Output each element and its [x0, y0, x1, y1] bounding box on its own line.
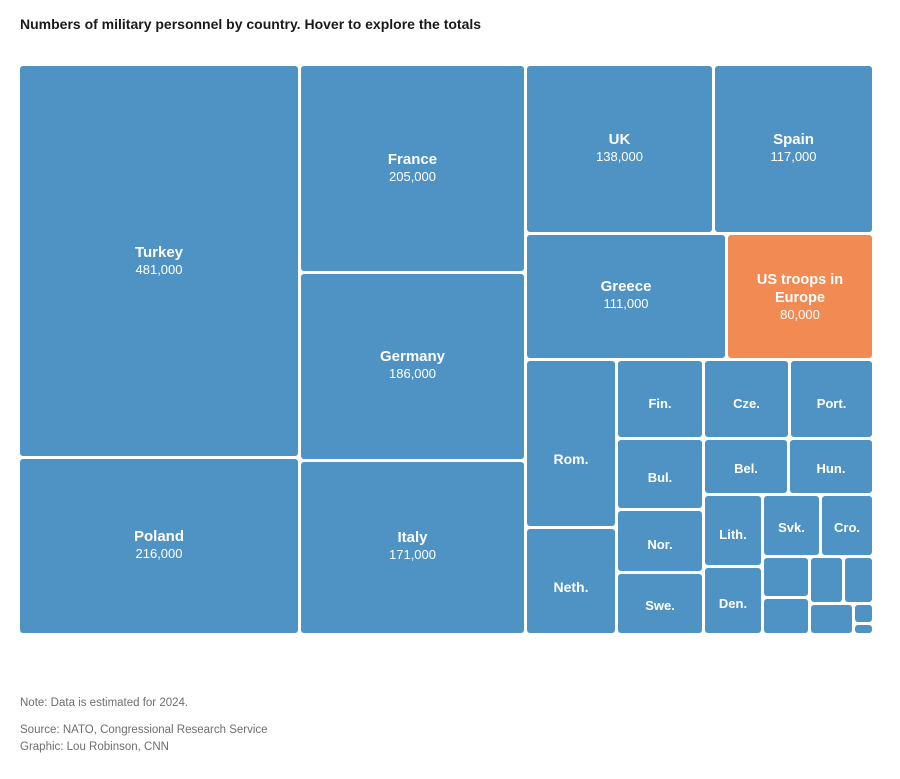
treemap-tile[interactable]	[791, 361, 872, 437]
treemap-tile[interactable]	[822, 496, 872, 555]
treemap-tile[interactable]	[618, 574, 702, 633]
treemap-tile[interactable]	[811, 605, 852, 633]
treemap-tile[interactable]	[855, 605, 872, 622]
treemap-tile[interactable]	[728, 235, 872, 358]
treemap-tile[interactable]	[855, 625, 872, 633]
treemap-tile[interactable]	[790, 440, 872, 493]
treemap-tile[interactable]	[527, 529, 615, 633]
treemap-tile[interactable]	[705, 568, 761, 633]
treemap-tile[interactable]	[527, 235, 725, 358]
treemap-tile[interactable]	[301, 462, 524, 633]
treemap-tile[interactable]	[527, 66, 712, 232]
source-credit: Source: NATO, Congressional Research Ser…	[20, 724, 268, 736]
treemap-tile[interactable]	[705, 496, 761, 565]
treemap-tile[interactable]	[20, 66, 298, 456]
treemap-tile[interactable]	[301, 274, 524, 459]
treemap-tile[interactable]	[618, 361, 702, 437]
data-note: Note: Data is estimated for 2024.	[20, 697, 189, 709]
treemap-tile[interactable]	[845, 558, 872, 602]
treemap-tile[interactable]	[764, 558, 808, 596]
treemap-tile[interactable]	[618, 511, 702, 571]
treemap-tile[interactable]	[705, 440, 787, 493]
graphic-credit: Graphic: Lou Robinson, CNN	[20, 741, 169, 753]
treemap-tile[interactable]	[20, 459, 298, 633]
treemap-tile[interactable]	[764, 496, 819, 555]
treemap-tile[interactable]	[715, 66, 872, 232]
treemap-tile[interactable]	[764, 599, 808, 633]
treemap-tile[interactable]	[618, 440, 702, 508]
treemap-tile[interactable]	[527, 361, 615, 526]
treemap-tile[interactable]	[811, 558, 842, 602]
treemap-tile[interactable]	[705, 361, 788, 437]
chart-title: Numbers of military personnel by country…	[20, 16, 482, 32]
treemap-tile[interactable]	[301, 66, 524, 271]
